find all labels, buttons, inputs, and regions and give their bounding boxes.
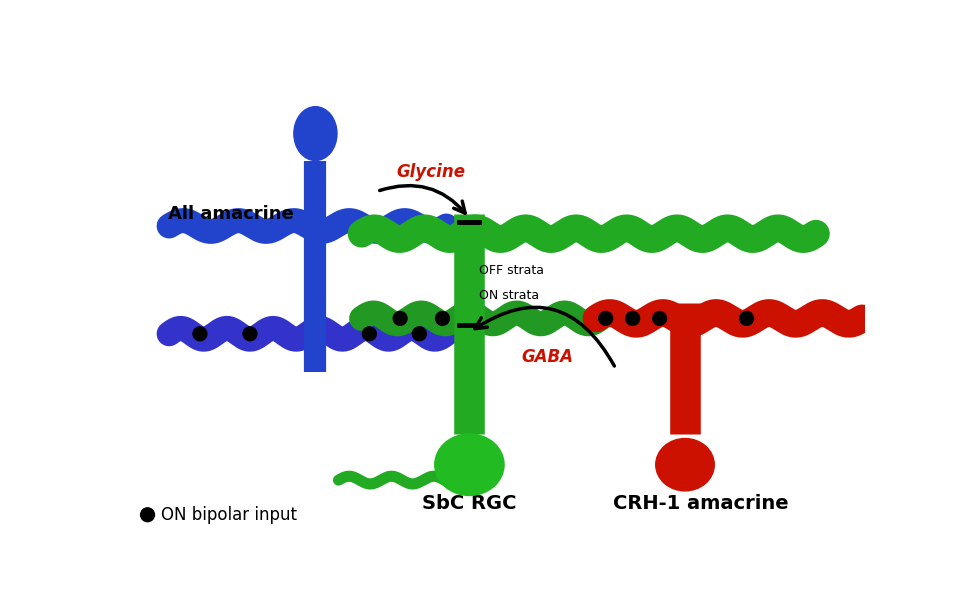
Circle shape xyxy=(362,327,376,341)
Circle shape xyxy=(436,311,449,325)
Circle shape xyxy=(653,311,666,325)
Circle shape xyxy=(193,327,207,341)
Ellipse shape xyxy=(294,107,337,161)
Text: SbC RGC: SbC RGC xyxy=(422,494,517,512)
Circle shape xyxy=(243,327,256,341)
Text: ON strata: ON strata xyxy=(479,289,539,302)
Circle shape xyxy=(141,508,154,521)
Text: All amacrine: All amacrine xyxy=(168,205,293,223)
Circle shape xyxy=(393,311,407,325)
Circle shape xyxy=(413,327,426,341)
Circle shape xyxy=(739,311,754,325)
Text: GABA: GABA xyxy=(522,348,574,366)
Text: ON bipolar input: ON bipolar input xyxy=(161,506,298,524)
Text: CRH-1 amacrine: CRH-1 amacrine xyxy=(612,494,789,512)
Text: OFF strata: OFF strata xyxy=(479,264,544,277)
Text: Glycine: Glycine xyxy=(396,163,466,181)
Ellipse shape xyxy=(435,434,504,496)
Ellipse shape xyxy=(656,439,714,491)
Circle shape xyxy=(626,311,639,325)
Circle shape xyxy=(599,311,613,325)
